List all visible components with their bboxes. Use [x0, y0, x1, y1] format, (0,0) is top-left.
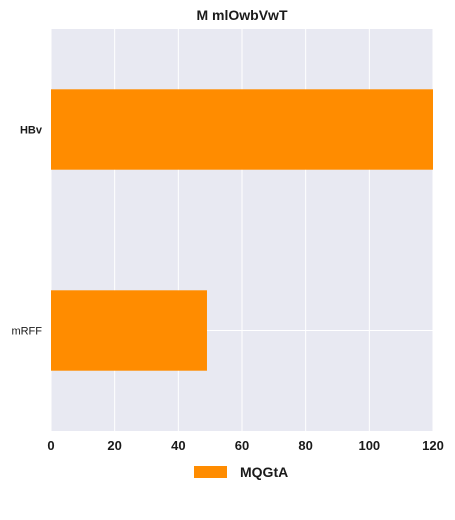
bar-HBv	[51, 89, 433, 169]
y-tick-label: mRFF	[11, 326, 42, 338]
y-tick-label: HBv	[20, 125, 43, 137]
chart-title: M mlOwbVwT	[197, 7, 288, 23]
legend-label: MQGtA	[240, 464, 288, 480]
x-tick-label: 20	[107, 438, 121, 453]
legend-swatch	[194, 466, 227, 478]
legend: MQGtA	[194, 464, 288, 480]
x-tick-label: 100	[358, 438, 380, 453]
x-tick-label: 120	[422, 438, 444, 453]
bar-mRFF	[51, 290, 207, 370]
x-axis-ticks: 0 20 40 60 80 100 120	[47, 438, 443, 453]
x-tick-label: 0	[47, 438, 54, 453]
y-axis-ticks: HBv mRFF	[11, 125, 42, 338]
x-tick-label: 40	[171, 438, 185, 453]
x-tick-label: 80	[298, 438, 312, 453]
x-tick-label: 60	[235, 438, 249, 453]
